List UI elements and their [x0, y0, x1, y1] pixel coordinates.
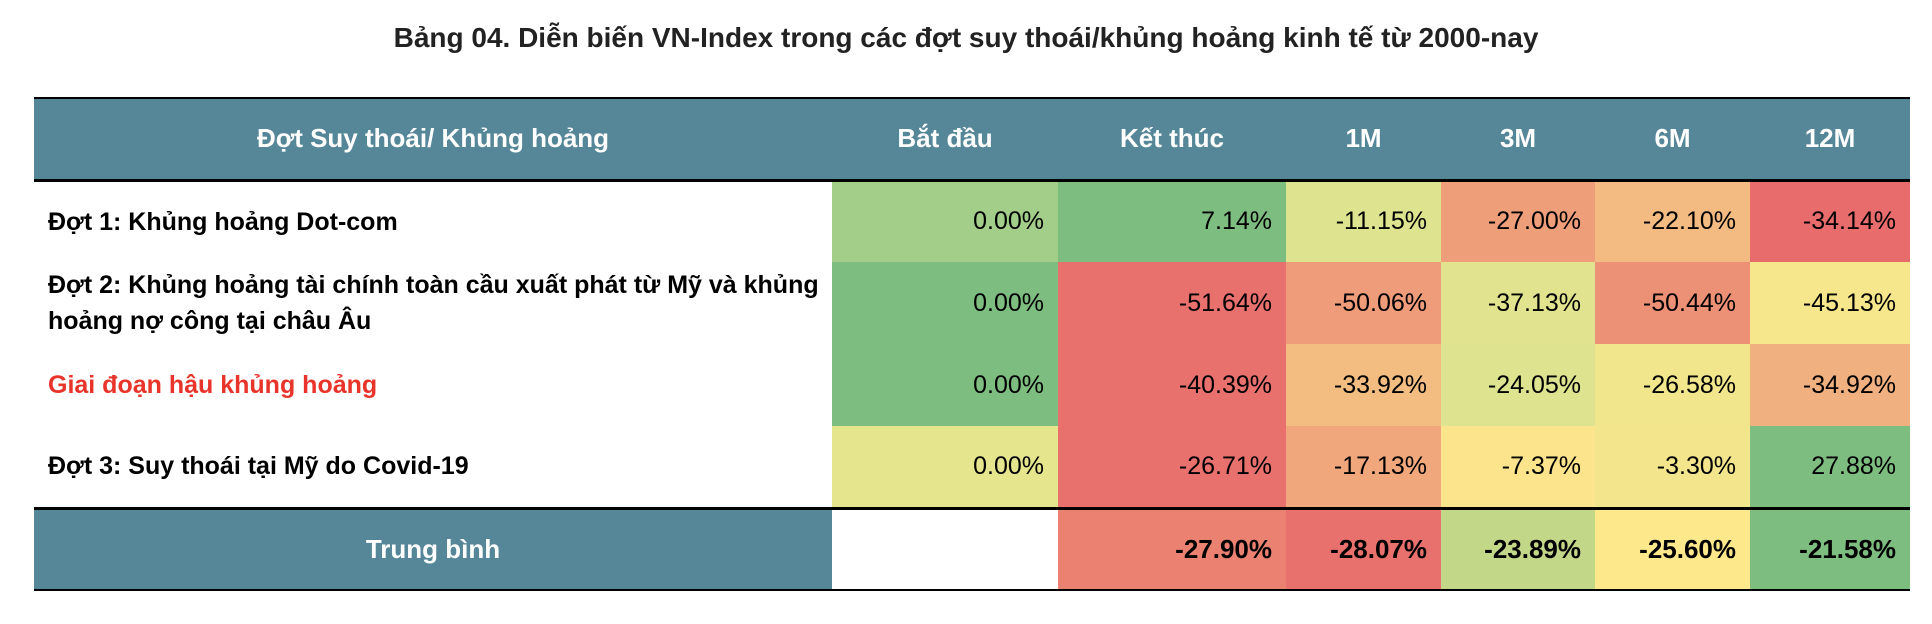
cell-12m: -34.14%	[1750, 180, 1910, 262]
cell-12m: -45.13%	[1750, 262, 1910, 344]
avg-12m: -21.58%	[1750, 506, 1910, 591]
cell-3m: -24.05%	[1441, 344, 1595, 426]
cell-6m: -26.58%	[1595, 344, 1750, 426]
header-6m: 6M	[1595, 97, 1750, 182]
cell-3m: -37.13%	[1441, 262, 1595, 344]
row-label: Đợt 1: Khủng hoảng Dot-com	[34, 180, 832, 262]
cell-12m: -34.92%	[1750, 344, 1910, 426]
avg-1m: -28.07%	[1286, 506, 1441, 591]
cell-6m: -3.30%	[1595, 426, 1750, 508]
cell-6m: -50.44%	[1595, 262, 1750, 344]
row-label-highlight: Giai đoạn hậu khủng hoảng	[34, 344, 832, 426]
vn-index-table: Đợt Suy thoái/ Khủng hoảng Bắt đầu Kết t…	[34, 97, 1910, 591]
avg-3m: -23.89%	[1441, 506, 1595, 591]
cell-end: -51.64%	[1058, 262, 1286, 344]
header-12m: 12M	[1750, 97, 1910, 182]
table-row: Đợt 2: Khủng hoảng tài chính toàn cầu xu…	[34, 262, 1910, 344]
header-start: Bắt đầu	[832, 97, 1058, 182]
header-3m: 3M	[1441, 97, 1595, 182]
cell-1m: -11.15%	[1286, 180, 1441, 262]
cell-start: 0.00%	[832, 180, 1058, 262]
cell-end: -26.71%	[1058, 426, 1286, 508]
cell-12m: 27.88%	[1750, 426, 1910, 508]
cell-1m: -17.13%	[1286, 426, 1441, 508]
table-title: Bảng 04. Diễn biến VN-Index trong các đợ…	[393, 22, 1539, 53]
row-label: Đợt 2: Khủng hoảng tài chính toàn cầu xu…	[34, 262, 832, 344]
average-label: Trung bình	[34, 506, 832, 591]
cell-end: -40.39%	[1058, 344, 1286, 426]
cell-start: 0.00%	[832, 262, 1058, 344]
cell-3m: -7.37%	[1441, 426, 1595, 508]
table-row: Giai đoạn hậu khủng hoảng 0.00% -40.39% …	[34, 344, 1910, 426]
cell-end: 7.14%	[1058, 180, 1286, 262]
header-period: Đợt Suy thoái/ Khủng hoảng	[34, 97, 832, 182]
table-row: Đợt 1: Khủng hoảng Dot-com 0.00% 7.14% -…	[34, 180, 1910, 262]
table-row: Đợt 3: Suy thoái tại Mỹ do Covid-19 0.00…	[34, 426, 1910, 508]
avg-6m: -25.60%	[1595, 506, 1750, 591]
avg-end: -27.90%	[1058, 506, 1286, 591]
row-label: Đợt 3: Suy thoái tại Mỹ do Covid-19	[34, 426, 832, 508]
cell-3m: -27.00%	[1441, 180, 1595, 262]
average-row: Trung bình -27.90% -28.07% -23.89% -25.6…	[34, 506, 1910, 591]
cell-1m: -50.06%	[1286, 262, 1441, 344]
header-end: Kết thúc	[1058, 97, 1286, 182]
avg-start	[832, 506, 1058, 591]
cell-start: 0.00%	[832, 426, 1058, 508]
cell-start: 0.00%	[832, 344, 1058, 426]
cell-6m: -22.10%	[1595, 180, 1750, 262]
header-1m: 1M	[1286, 97, 1441, 182]
cell-1m: -33.92%	[1286, 344, 1441, 426]
header-row: Đợt Suy thoái/ Khủng hoảng Bắt đầu Kết t…	[34, 97, 1910, 182]
